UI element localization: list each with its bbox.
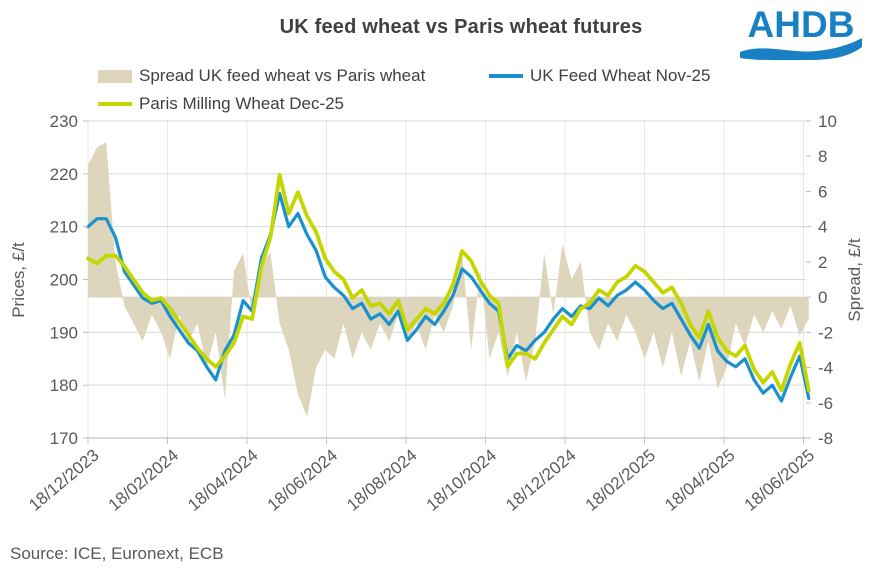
left-y-tick-label: 230 xyxy=(50,112,78,131)
left-y-tick-label: 220 xyxy=(50,165,78,184)
paris-milling-wheat-line-series xyxy=(86,172,811,393)
right-y-tick-label: 6 xyxy=(818,182,827,201)
right-y-tick-label: -8 xyxy=(818,429,833,448)
legend-item-spread: Spread UK feed wheat vs Paris wheat xyxy=(98,66,425,86)
left-axis-title: Prices, £/t xyxy=(9,242,28,318)
source-note: Source: ICE, Euronext, ECB xyxy=(10,544,224,563)
left-y-tick-label: 190 xyxy=(50,323,78,342)
left-y-tick-label: 200 xyxy=(50,271,78,290)
x-tick-label: 18/08/2024 xyxy=(343,446,420,515)
paris-line-swatch-icon xyxy=(98,102,132,106)
x-tick-label: 18/02/2025 xyxy=(582,446,659,515)
ahdb-logo-swoosh-icon xyxy=(740,38,862,61)
right-y-tick-label: 10 xyxy=(818,112,837,131)
legend-label-paris-milling-wheat: Paris Milling Wheat Dec-25 xyxy=(139,94,345,113)
right-y-tick-label: -2 xyxy=(818,323,833,342)
left-y-tick-label: 170 xyxy=(50,429,78,448)
chart-title: UK feed wheat vs Paris wheat futures xyxy=(279,16,643,38)
right-y-tick-label: -6 xyxy=(818,394,833,413)
spread-area-swatch-icon xyxy=(98,69,132,83)
x-tick-label: 18/12/2023 xyxy=(25,446,102,515)
uk-feed-wheat-line-series xyxy=(86,191,811,403)
ahdb-logo-text: AHDB xyxy=(747,4,855,45)
left-y-tick-label: 210 xyxy=(50,218,78,237)
legend-item-uk-feed-wheat: UK Feed Wheat Nov-25 xyxy=(489,66,710,86)
x-tick-label: 18/12/2024 xyxy=(502,446,579,515)
uk-line-swatch-icon xyxy=(489,74,523,78)
right-axis-title: Spread, £/t xyxy=(845,238,864,321)
x-tick-label: 18/06/2025 xyxy=(741,446,818,515)
left-y-tick-label: 180 xyxy=(50,376,78,395)
right-y-tick-label: 2 xyxy=(818,253,827,272)
right-y-tick-label: 8 xyxy=(818,147,827,166)
x-tick-label: 18/02/2024 xyxy=(105,446,182,515)
right-y-tick-label: 4 xyxy=(818,218,827,237)
right-y-tick-label: 0 xyxy=(818,288,827,307)
legend-item-paris-milling-wheat: Paris Milling Wheat Dec-25 xyxy=(98,94,344,114)
x-tick-label: 18/04/2025 xyxy=(661,446,738,515)
x-tick-label: 18/10/2024 xyxy=(423,446,500,515)
x-tick-label: 18/06/2024 xyxy=(264,446,341,515)
ahdb-logo: AHDB xyxy=(739,6,863,61)
x-tick-label: 18/04/2024 xyxy=(184,446,261,515)
right-y-tick-label: -4 xyxy=(818,359,833,378)
legend-label-uk-feed-wheat: UK Feed Wheat Nov-25 xyxy=(530,66,711,85)
legend-label-spread: Spread UK feed wheat vs Paris wheat xyxy=(139,66,426,85)
